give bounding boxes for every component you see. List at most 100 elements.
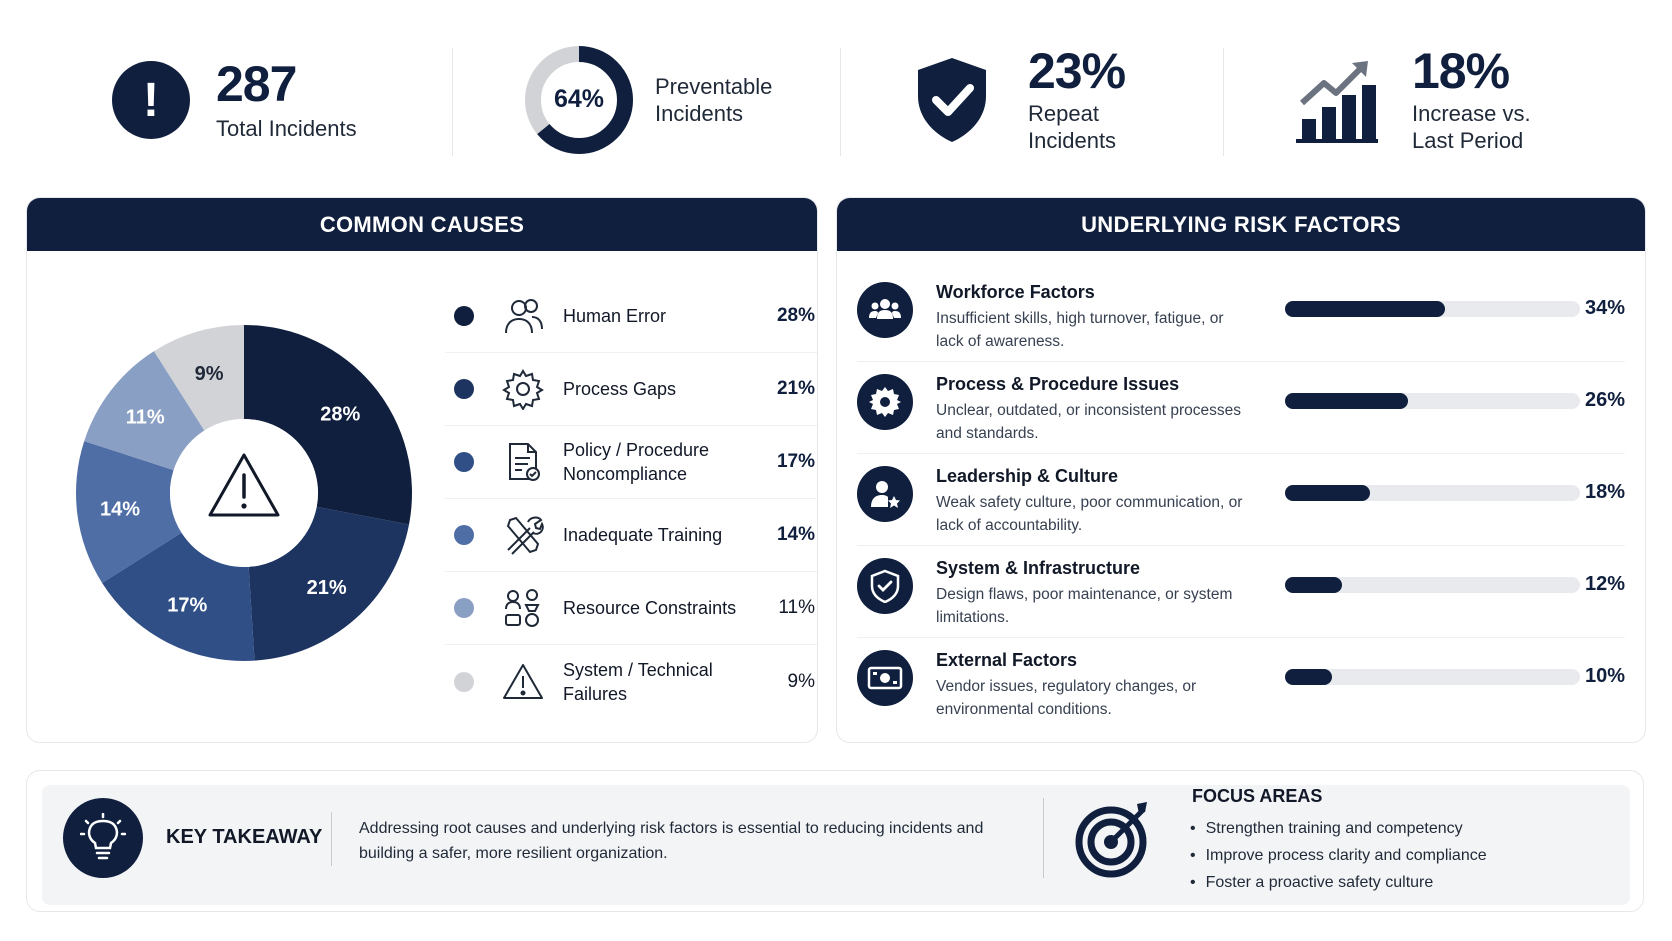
risk-bar-track <box>1285 577 1580 593</box>
kpi-divider <box>1223 48 1224 156</box>
gauge-fill <box>525 46 633 154</box>
donut-slice-inadequate-training <box>76 441 182 584</box>
shield-check-icon <box>857 558 913 614</box>
risk-description: Unclear, outdated, or inconsistent proce… <box>936 402 1242 442</box>
donut-slice-label: 21% <box>307 577 347 599</box>
donut-slice-process-gaps <box>248 506 410 661</box>
donut-slice-resource-constraints <box>84 351 205 471</box>
kpi-repeat: 23% Repeat Incidents <box>914 40 1126 160</box>
cause-label: Process Gaps <box>563 379 677 399</box>
gear-icon <box>857 374 913 430</box>
divider <box>331 812 332 866</box>
donut-slice-label: 11% <box>126 406 165 428</box>
leader-star-icon <box>857 466 913 522</box>
risk-value: 10% <box>1584 665 1625 687</box>
cause-label: Inadequate Training <box>563 525 723 545</box>
donut-slice-label: 28% <box>320 403 360 425</box>
common-causes-title: COMMON CAUSES <box>27 198 817 251</box>
money-icon <box>857 650 913 706</box>
kpi-increase-value: 18% <box>1412 43 1510 99</box>
kpi-strip: ! 287 Total Incidents 64% Preventable In… <box>0 40 1672 160</box>
donut-slice-system-failures <box>153 325 244 431</box>
legend-dot <box>454 379 474 399</box>
focus-item: Strengthen training and competency <box>1190 815 1487 842</box>
risk-bar-fill <box>1285 577 1342 593</box>
gear-icon <box>501 367 545 411</box>
legend-dot <box>454 525 474 545</box>
risk-bar-track <box>1285 485 1580 501</box>
risk-factors-panel: UNDERLYING RISK FACTORS Workforce Factor… <box>836 197 1646 743</box>
risk-row-process-procedure: Process & Procedure Issues Unclear, outd… <box>857 362 1625 454</box>
kpi-repeat-value: 23% <box>1028 43 1126 99</box>
exclamation-icon: ! <box>112 61 190 139</box>
kpi-preventable: 64% Preventable Incidents <box>523 40 772 160</box>
warning-icon <box>208 453 280 517</box>
key-takeaway-title: KEY TAKEAWAY <box>166 826 323 848</box>
risk-title: System & Infrastructure <box>936 558 1141 578</box>
cause-row-policy-noncompliance: Policy / Procedure Noncompliance 17% <box>445 426 817 499</box>
risk-bar-track <box>1285 393 1580 409</box>
people-icon <box>501 294 545 338</box>
cause-value: 14% <box>776 524 815 545</box>
causes-donut-chart: 28% 21% 17% 14% 11% 9% <box>76 325 413 661</box>
cause-value: 28% <box>776 305 815 326</box>
risk-value: 34% <box>1584 297 1625 319</box>
risk-bar-fill <box>1285 393 1408 409</box>
cause-label: System / Technical Failures <box>563 659 713 704</box>
tools-icon <box>501 513 545 557</box>
kpi-total-incidents: ! 287 Total Incidents <box>112 40 357 160</box>
donut-slice-policy-noncompliance <box>102 532 255 661</box>
legend-dot <box>454 306 474 326</box>
risk-title: Workforce Factors <box>936 282 1095 302</box>
donut-slice-label: 9% <box>195 363 224 385</box>
cause-row-process-gaps: Process Gaps 21% <box>445 353 817 426</box>
risk-row-external: External Factors Vendor issues, regulato… <box>857 638 1625 730</box>
key-takeaway-text: Addressing root causes and underlying ri… <box>359 820 984 862</box>
cause-row-inadequate-training: Inadequate Training 14% <box>445 499 817 572</box>
cause-label: Human Error <box>563 306 667 326</box>
legend-dot <box>454 671 474 692</box>
kpi-preventable-label-2: Incidents <box>655 101 744 126</box>
donut-slice-human-error <box>244 325 413 525</box>
cause-row-human-error: Human Error 28% <box>445 280 817 353</box>
focus-item: Foster a proactive safety culture <box>1190 869 1487 896</box>
risk-row-workforce: Workforce Factors Insufficient skills, h… <box>857 270 1625 362</box>
risk-description: Weak safety culture, poor communication,… <box>936 494 1243 534</box>
risk-row-system-infrastructure: System & Infrastructure Design flaws, po… <box>857 546 1625 638</box>
shield-check-icon <box>918 58 986 142</box>
gauge-value: 64% <box>554 85 604 113</box>
risk-title: External Factors <box>936 650 1078 670</box>
risk-description: Insufficient skills, high turnover, fati… <box>936 310 1224 350</box>
donut-slice-label: 17% <box>167 594 207 616</box>
focus-item: Improve process clarity and compliance <box>1190 842 1487 869</box>
kpi-repeat-label-1: Repeat <box>1028 101 1099 126</box>
group-icon <box>857 282 913 338</box>
focus-areas-list: Strengthen training and competency Impro… <box>1190 815 1487 896</box>
risk-value: 12% <box>1584 573 1625 595</box>
cause-row-resource-constraints: Resource Constraints 11% <box>445 572 817 645</box>
kpi-repeat-label-2: Incidents <box>1028 128 1117 153</box>
cause-value: 21% <box>776 378 815 399</box>
kpi-total-value: 287 <box>216 55 297 112</box>
risk-title: Leadership & Culture <box>936 466 1119 486</box>
lightbulb-icon <box>63 798 143 878</box>
kpi-increase-label-2: Last Period <box>1412 128 1524 153</box>
warning-icon <box>501 660 545 704</box>
preventable-ring-gauge: 64% <box>525 46 633 154</box>
document-check-icon <box>501 440 545 484</box>
risk-bar-fill <box>1285 485 1370 501</box>
risk-value: 26% <box>1584 389 1625 411</box>
kpi-divider <box>840 48 841 156</box>
cause-value: 11% <box>778 597 815 618</box>
cause-value: 17% <box>776 451 815 472</box>
focus-areas-title: FOCUS AREAS <box>1192 786 1323 806</box>
kpi-total-label: Total Incidents <box>216 115 357 141</box>
risk-factors-title: UNDERLYING RISK FACTORS <box>837 198 1645 251</box>
risk-value: 18% <box>1584 481 1625 503</box>
growth-chart-icon <box>1296 61 1378 143</box>
common-causes-panel: COMMON CAUSES 28% 21% 17% 14% 11% 9% Human Er… <box>26 197 818 743</box>
risk-description: Design flaws, poor maintenance, or syste… <box>936 586 1233 626</box>
kpi-divider <box>452 48 453 156</box>
cause-label: Policy / Procedure Noncompliance <box>563 440 710 484</box>
risk-bar-track <box>1285 301 1580 317</box>
